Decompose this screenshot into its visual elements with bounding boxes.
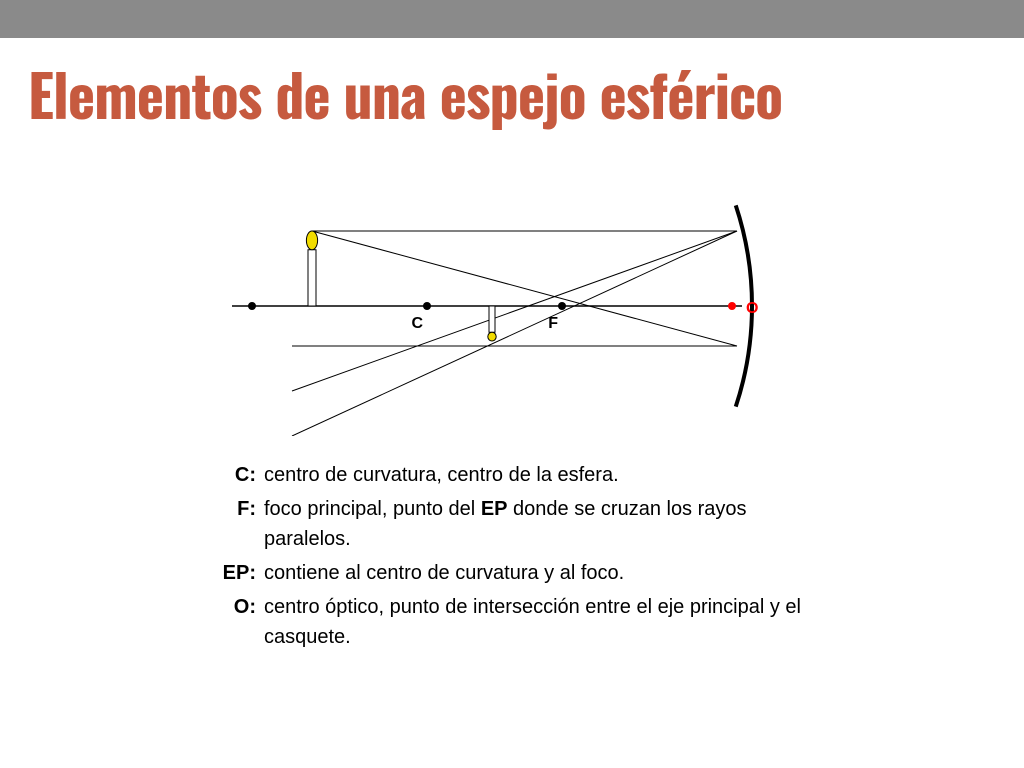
page-title: Elementos de una espejo esférico [0, 38, 1024, 136]
definition-row: C:centro de curvatura, centro de la esfe… [212, 460, 812, 490]
definition-label: F: [212, 494, 264, 554]
definition-row: F:foco principal, punto del EP donde se … [212, 494, 812, 554]
definition-row: O:centro óptico, punto de intersección e… [212, 592, 812, 652]
diagram-container: EPCFO [0, 176, 1024, 436]
definition-label: EP: [212, 558, 264, 588]
definition-text: centro óptico, punto de intersección ent… [264, 592, 812, 652]
definition-label: O: [212, 592, 264, 652]
definition-row: EP:contiene al centro de curvatura y al … [212, 558, 812, 588]
definition-label: C: [212, 460, 264, 490]
svg-text:C: C [411, 315, 423, 332]
top-bar [0, 0, 1024, 38]
mirror-diagram: EPCFO [232, 176, 792, 436]
svg-text:O: O [746, 300, 758, 317]
definition-text: foco principal, punto del EP donde se cr… [264, 494, 812, 554]
definition-text: centro de curvatura, centro de la esfera… [264, 460, 812, 490]
definitions-list: C:centro de curvatura, centro de la esfe… [212, 460, 812, 652]
svg-text:F: F [548, 315, 558, 332]
definition-text: contiene al centro de curvatura y al foc… [264, 558, 812, 588]
